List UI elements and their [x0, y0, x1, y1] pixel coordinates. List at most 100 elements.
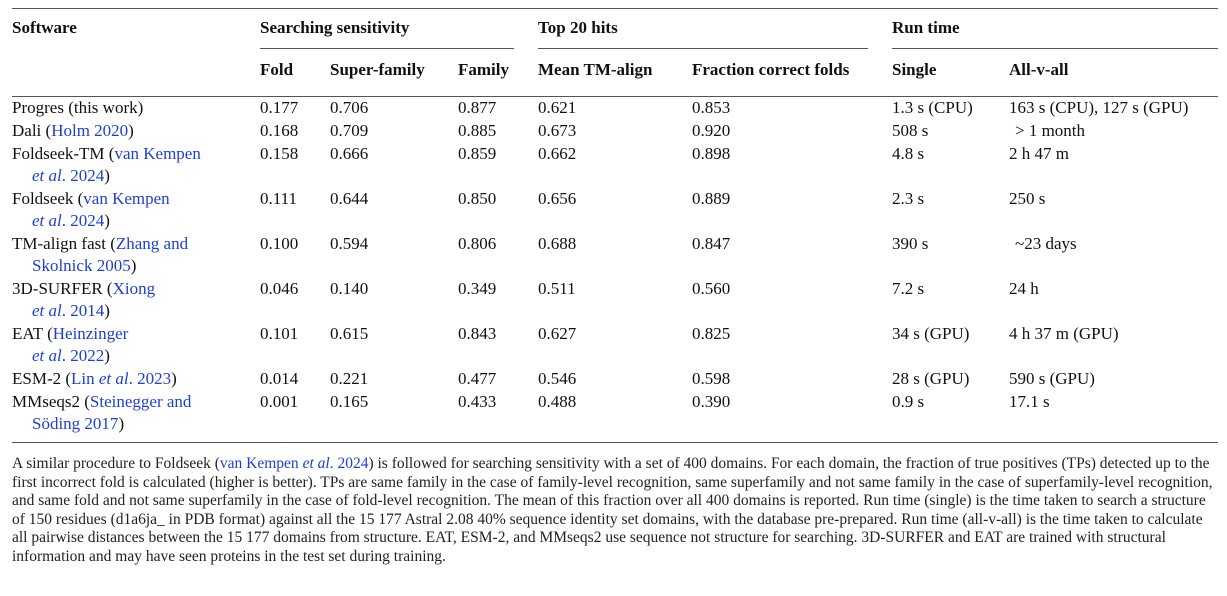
row-single: 4.8 s — [892, 144, 925, 163]
citation-link-cont[interactable]: et al. 2022 — [32, 346, 105, 365]
row-single: 508 s — [892, 121, 929, 140]
header-bottom-rule — [12, 96, 1218, 97]
row-single: 1.3 s (CPU) — [892, 98, 973, 117]
row-fold: 0.111 — [260, 189, 297, 208]
row-software: Foldseek (van Kempen — [12, 189, 170, 208]
row-superfamily: 0.666 — [330, 144, 369, 163]
row-allvall: 250 s — [1009, 189, 1046, 208]
row-mean-tm: 0.511 — [538, 279, 576, 298]
citation-link[interactable]: Lin et al. 2023 — [71, 369, 172, 388]
row-fold: 0.046 — [260, 279, 299, 298]
header-superfamily: Super-family — [330, 60, 425, 79]
header-fraction-correct-folds: Fraction correct folds — [692, 60, 850, 79]
citation-link[interactable]: Xiong — [112, 279, 156, 298]
row-mean-tm: 0.627 — [538, 324, 577, 343]
header-all-v-all: All-v-all — [1009, 60, 1069, 79]
row-fraction: 0.853 — [692, 98, 731, 117]
row-mean-tm: 0.621 — [538, 98, 577, 117]
row-family: 0.477 — [458, 369, 497, 388]
row-fold: 0.001 — [260, 392, 299, 411]
row-software: Dali (Holm 2020) — [12, 121, 134, 140]
row-allvall: > 1 month — [1015, 121, 1086, 140]
row-software-cont: et al. 2024) — [32, 211, 110, 230]
citation-link[interactable]: van Kempen — [83, 189, 170, 208]
header-run-time: Run time — [892, 18, 960, 37]
top-rule — [12, 8, 1218, 9]
citation-link[interactable]: Holm 2020 — [51, 121, 129, 140]
row-software: 3D-SURFER (Xiong — [12, 279, 156, 298]
header-top-20-hits: Top 20 hits — [538, 18, 618, 37]
row-fraction: 0.920 — [692, 121, 731, 140]
row-allvall: 4 h 37 m (GPU) — [1009, 324, 1119, 343]
row-superfamily: 0.140 — [330, 279, 369, 298]
row-fraction: 0.898 — [692, 144, 731, 163]
header-software: Software — [12, 18, 77, 37]
row-family: 0.433 — [458, 392, 497, 411]
row-software: MMseqs2 (Steinegger and — [12, 392, 192, 411]
row-family: 0.885 — [458, 121, 497, 140]
row-single: 390 s — [892, 234, 929, 253]
row-fraction: 0.825 — [692, 324, 731, 343]
row-mean-tm: 0.488 — [538, 392, 577, 411]
row-allvall: 163 s (CPU), 127 s (GPU) — [1009, 98, 1189, 117]
row-fold: 0.158 — [260, 144, 299, 163]
citation-link-cont[interactable]: Skolnick 2005 — [32, 256, 131, 275]
row-fold: 0.014 — [260, 369, 299, 388]
citation-link[interactable]: Heinzinger — [52, 324, 129, 343]
row-allvall: ~23 days — [1015, 234, 1077, 253]
row-superfamily: 0.709 — [330, 121, 369, 140]
row-software-cont: Söding 2017) — [32, 414, 125, 433]
row-software: Foldseek-TM (van Kempen — [12, 144, 201, 163]
row-single: 34 s (GPU) — [892, 324, 970, 343]
row-superfamily: 0.594 — [330, 234, 369, 253]
row-software: TM-align fast (Zhang and — [12, 234, 189, 253]
row-software: Progres (this work) — [12, 98, 144, 117]
row-allvall: 24 h — [1009, 279, 1039, 298]
table-caption: A similar procedure to Foldseek (van Kem… — [12, 455, 1213, 565]
row-family: 0.850 — [458, 189, 497, 208]
row-fold: 0.168 — [260, 121, 299, 140]
row-mean-tm: 0.662 — [538, 144, 577, 163]
row-mean-tm: 0.656 — [538, 189, 577, 208]
citation-link-cont[interactable]: et al. 2014 — [32, 301, 105, 320]
row-mean-tm: 0.673 — [538, 121, 577, 140]
row-single: 7.2 s — [892, 279, 925, 298]
row-fraction: 0.847 — [692, 234, 731, 253]
citation-link-cont[interactable]: et al. 2024 — [32, 166, 105, 185]
header-family: Family — [458, 60, 509, 79]
citation-link[interactable]: Zhang and — [115, 234, 189, 253]
citation-link[interactable]: van Kempen — [114, 144, 201, 163]
row-single: 28 s (GPU) — [892, 369, 970, 388]
row-single: 2.3 s — [892, 189, 925, 208]
citation-link[interactable]: Steinegger and — [89, 392, 192, 411]
header-mean-tm-align: Mean TM-align — [538, 60, 653, 79]
citation-link-cont[interactable]: et al. 2024 — [32, 211, 105, 230]
row-mean-tm: 0.688 — [538, 234, 577, 253]
header-searching-sensitivity: Searching sensitivity — [260, 18, 410, 37]
row-family: 0.806 — [458, 234, 497, 253]
group-rule-top — [538, 48, 868, 49]
row-single: 0.9 s — [892, 392, 925, 411]
caption-citation-link[interactable]: van Kempen et al. 2024 — [219, 455, 369, 472]
row-fraction: 0.889 — [692, 189, 731, 208]
row-family: 0.349 — [458, 279, 497, 298]
table-bottom-rule — [12, 442, 1218, 443]
row-allvall: 17.1 s — [1009, 392, 1050, 411]
row-allvall: 2 h 47 m — [1009, 144, 1069, 163]
row-fold: 0.100 — [260, 234, 299, 253]
row-software-cont: et al. 2022) — [32, 346, 110, 365]
row-software-cont: et al. 2024) — [32, 166, 110, 185]
citation-link-cont[interactable]: Söding 2017 — [32, 414, 119, 433]
row-superfamily: 0.615 — [330, 324, 369, 343]
group-rule-search — [260, 48, 514, 49]
row-family: 0.843 — [458, 324, 497, 343]
row-fraction: 0.390 — [692, 392, 731, 411]
row-fraction: 0.598 — [692, 369, 731, 388]
row-superfamily: 0.221 — [330, 369, 369, 388]
row-superfamily: 0.644 — [330, 189, 369, 208]
row-fraction: 0.560 — [692, 279, 731, 298]
group-rule-run — [892, 48, 1218, 49]
row-mean-tm: 0.546 — [538, 369, 577, 388]
row-family: 0.877 — [458, 98, 497, 117]
row-software-cont: et al. 2014) — [32, 301, 110, 320]
